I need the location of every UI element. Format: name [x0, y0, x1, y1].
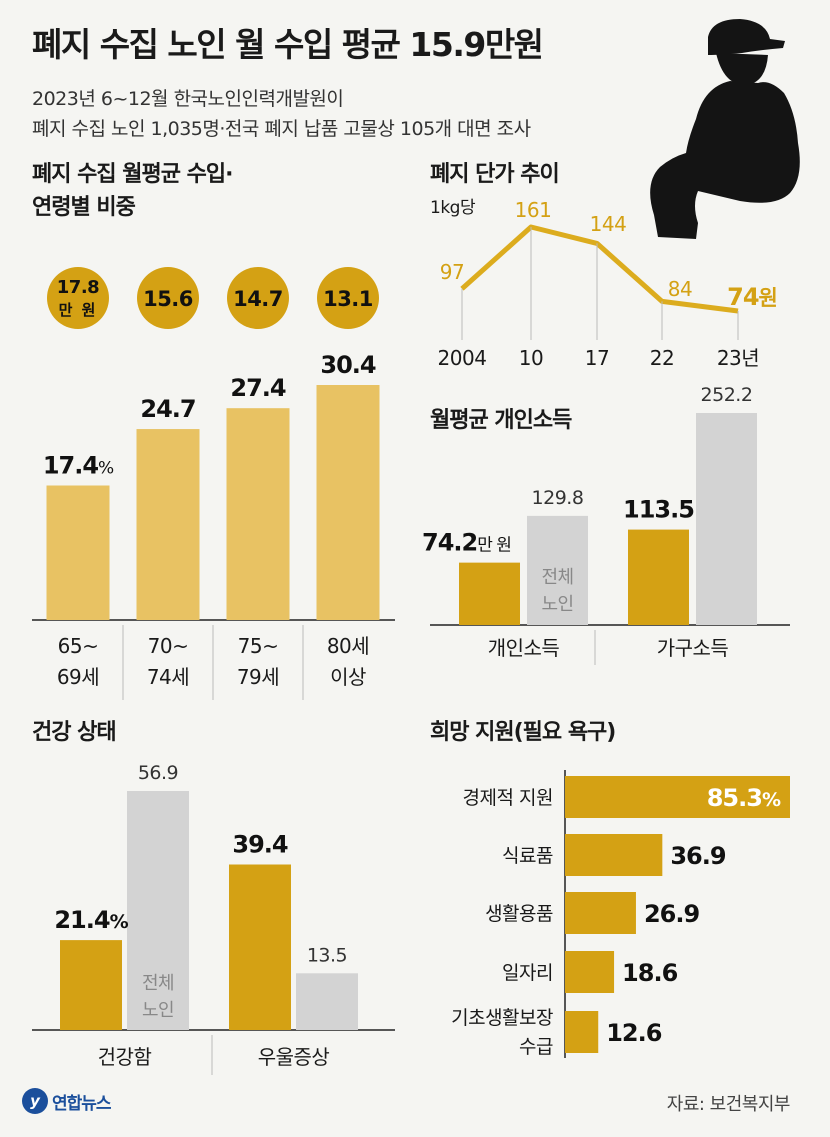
yonhap-logo: y 연합뉴스	[22, 1088, 112, 1114]
health-category-label: 우울증상	[258, 1045, 330, 1069]
health-bar-all-elderly	[127, 791, 189, 1030]
support-category-label: 생활용품	[485, 903, 553, 925]
support-category-label: 경제적 지원	[463, 787, 553, 809]
health-all-value-label: 56.9	[138, 762, 178, 784]
age-bar	[226, 408, 290, 620]
section-title-income-by-age: 폐지 수집 월평균 수입·	[32, 162, 233, 187]
health-series-label: 노인	[142, 1000, 174, 1021]
support-bar	[565, 834, 663, 876]
age-bar	[316, 385, 380, 620]
age-income-bubble	[137, 267, 199, 329]
age-value-label: 24.7	[140, 395, 195, 423]
subtitle-line-2: 폐지 수집 노인 1,035명·전국 폐지 납품 고물상 105개 대면 조사	[32, 118, 531, 140]
source-label: 자료: 보건복지부	[666, 1094, 791, 1115]
age-category-label: 70~	[148, 634, 189, 658]
chart-age-share: 17.4% 17.8 만 원 65~ 69세 24.7 15.6 70~ 74세 27.4 14.7…	[32, 267, 395, 700]
health-bar-all-elderly	[296, 973, 358, 1030]
price-line	[460, 224, 739, 314]
support-category-label: 수급	[519, 1036, 553, 1058]
age-category-label: 75~	[238, 634, 279, 658]
age-value-label: 17.4%	[43, 451, 114, 479]
section-title-price-trend: 폐지 단가 추이	[430, 162, 560, 187]
health-bar	[229, 864, 291, 1030]
price-x-tick: 2004	[438, 346, 487, 370]
personal-category-label: 가구소득	[657, 636, 729, 660]
price-x-tick: 22	[650, 346, 674, 370]
price-unit-label: 1kg당	[430, 198, 476, 218]
personal-series-label: 노인	[541, 594, 573, 615]
age-income-value: 17.8	[57, 277, 99, 298]
page-title: 폐지 수집 노인 월 수입 평균 15.9만원	[32, 25, 544, 64]
health-bar	[60, 940, 122, 1030]
age-income-value: 13.1	[323, 287, 373, 311]
section-title-health: 건강 상태	[32, 720, 117, 745]
age-category-label: 80세	[327, 634, 369, 658]
support-value-label: 85.3%	[707, 784, 781, 812]
age-income-bubble	[317, 267, 379, 329]
price-value-label: 74원	[727, 283, 777, 311]
health-all-value-label: 13.5	[307, 944, 347, 966]
health-series-label: 전체	[142, 973, 174, 994]
price-value-label: 144	[590, 212, 627, 236]
support-value-label: 36.9	[670, 842, 726, 870]
health-category-label: 건강함	[98, 1045, 152, 1069]
support-category-label: 기초생활보장	[451, 1007, 553, 1029]
personal-category-label: 개인소득	[488, 636, 560, 660]
age-value-label: 27.4	[230, 374, 286, 402]
chart-price-trend: 2004 10 17 22 23년 97 161 144 84 74원	[438, 198, 778, 370]
age-bar	[46, 485, 110, 620]
personal-bar-all-elderly	[527, 515, 588, 625]
section-title-income-by-age-2: 연령별 비중	[32, 195, 136, 220]
age-income-bubble	[47, 267, 109, 329]
age-income-unit: 만 원	[59, 301, 98, 319]
logo-text: 연합뉴스	[52, 1093, 112, 1114]
support-value-label: 26.9	[644, 900, 700, 928]
chart-support: 경제적 지원 85.3% 식료품 36.9 생활용품 26.9 일자리 18.6 기초생활보장수…	[451, 770, 790, 1058]
age-income-value: 14.7	[233, 287, 283, 311]
subtitle-line-1: 2023년 6~12월 한국노인인력개발원이	[32, 88, 344, 110]
price-x-tick: 10	[519, 346, 543, 370]
support-value-label: 18.6	[622, 959, 678, 987]
price-value-label: 161	[515, 198, 552, 222]
support-bar	[565, 951, 615, 993]
personal-series-label: 전체	[541, 567, 573, 588]
age-category-label: 79세	[237, 665, 279, 689]
age-category-label: 65~	[58, 634, 99, 658]
price-value-label: 97	[440, 260, 464, 284]
personal-all-value-label: 129.8	[532, 487, 584, 509]
price-value-label: 84	[668, 277, 692, 301]
support-bar	[565, 776, 790, 818]
age-bar	[136, 429, 200, 620]
age-value-label: 30.4	[320, 351, 376, 379]
elderly-person-silhouette	[650, 19, 800, 239]
support-value-label: 12.6	[606, 1019, 662, 1047]
age-category-label: 69세	[57, 665, 99, 689]
support-bar	[565, 892, 636, 934]
age-income-value: 15.6	[143, 287, 193, 311]
personal-bar	[628, 529, 689, 625]
personal-bar-all-elderly	[696, 413, 757, 625]
section-title-personal-income: 월평균 개인소득	[430, 408, 572, 433]
price-x-tick: 17	[585, 346, 609, 370]
price-x-tick: 23년	[717, 346, 759, 370]
age-income-bubble	[227, 267, 289, 329]
personal-value-label: 113.5	[623, 496, 694, 524]
support-category-label: 일자리	[502, 962, 553, 984]
personal-all-value-label: 252.2	[701, 384, 753, 406]
personal-bar	[459, 562, 520, 625]
support-category-label: 식료품	[502, 845, 553, 867]
support-bar	[565, 1011, 599, 1053]
personal-value-label: 74.2만 원	[422, 529, 511, 557]
section-title-support: 희망 지원(필요 욕구)	[430, 720, 616, 745]
age-category-label: 74세	[147, 665, 189, 689]
health-value-label: 21.4%	[54, 906, 128, 934]
logo-globe-icon: y	[22, 1088, 48, 1114]
health-value-label: 39.4	[232, 831, 288, 859]
age-category-label: 이상	[330, 665, 366, 689]
